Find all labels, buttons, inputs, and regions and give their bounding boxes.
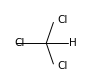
Text: Cl: Cl	[58, 61, 68, 71]
Text: Cl: Cl	[14, 38, 25, 48]
Text: H: H	[69, 38, 77, 48]
Text: Cl: Cl	[58, 15, 68, 25]
